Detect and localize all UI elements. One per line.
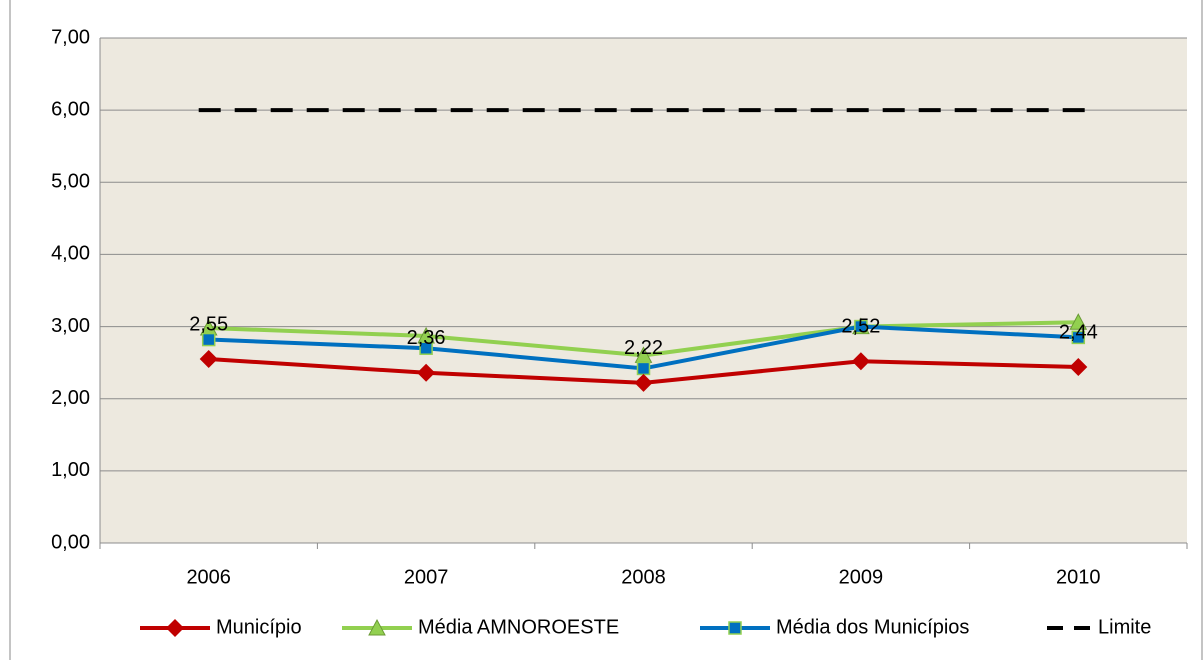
chart-frame — [9, 0, 1203, 660]
data-label: 2,36 — [407, 327, 446, 349]
legend-label: Média AMNOROESTE — [418, 616, 619, 638]
y-tick-label: 7,00 — [51, 26, 90, 48]
marker — [1071, 330, 1086, 345]
legend-marker — [368, 618, 386, 636]
data-label: 2,55 — [189, 313, 228, 335]
data-label: 2,52 — [841, 315, 880, 337]
marker — [634, 373, 653, 392]
marker — [1069, 313, 1088, 330]
marker — [201, 332, 216, 347]
data-label: 2,44 — [1059, 321, 1098, 343]
marker — [1069, 357, 1088, 376]
legend-item: Município — [140, 616, 302, 638]
y-tick-label: 4,00 — [51, 243, 90, 265]
marker — [851, 352, 870, 371]
legend-label: Média dos Municípios — [776, 616, 969, 638]
x-tick-label: 2009 — [839, 566, 884, 588]
legend-label: Limite — [1098, 616, 1151, 638]
marker — [854, 319, 868, 334]
x-tick-label: 2008 — [621, 566, 666, 588]
y-tick-label: 1,00 — [51, 459, 90, 481]
marker — [419, 341, 433, 355]
marker — [417, 363, 436, 382]
y-tick-label: 2,00 — [51, 387, 90, 409]
marker — [199, 350, 218, 369]
legend-item: Limite — [1047, 616, 1151, 638]
legend-item: Média dos Municípios — [700, 616, 969, 638]
x-tick-label: 2010 — [1056, 566, 1101, 588]
y-tick-label: 6,00 — [51, 98, 90, 120]
data-label: 2,22 — [624, 337, 663, 359]
legend-label: Município — [216, 616, 302, 638]
y-tick-label: 0,00 — [51, 531, 90, 553]
y-tick-label: 5,00 — [51, 171, 90, 193]
legend-marker — [166, 619, 184, 637]
marker — [636, 361, 651, 376]
x-tick-label: 2006 — [186, 566, 231, 588]
y-tick-label: 3,00 — [51, 315, 90, 337]
legend-item: Média AMNOROESTE — [342, 616, 619, 638]
legend-marker — [728, 621, 742, 635]
x-tick-label: 2007 — [404, 566, 449, 588]
plot-area — [100, 38, 1187, 543]
